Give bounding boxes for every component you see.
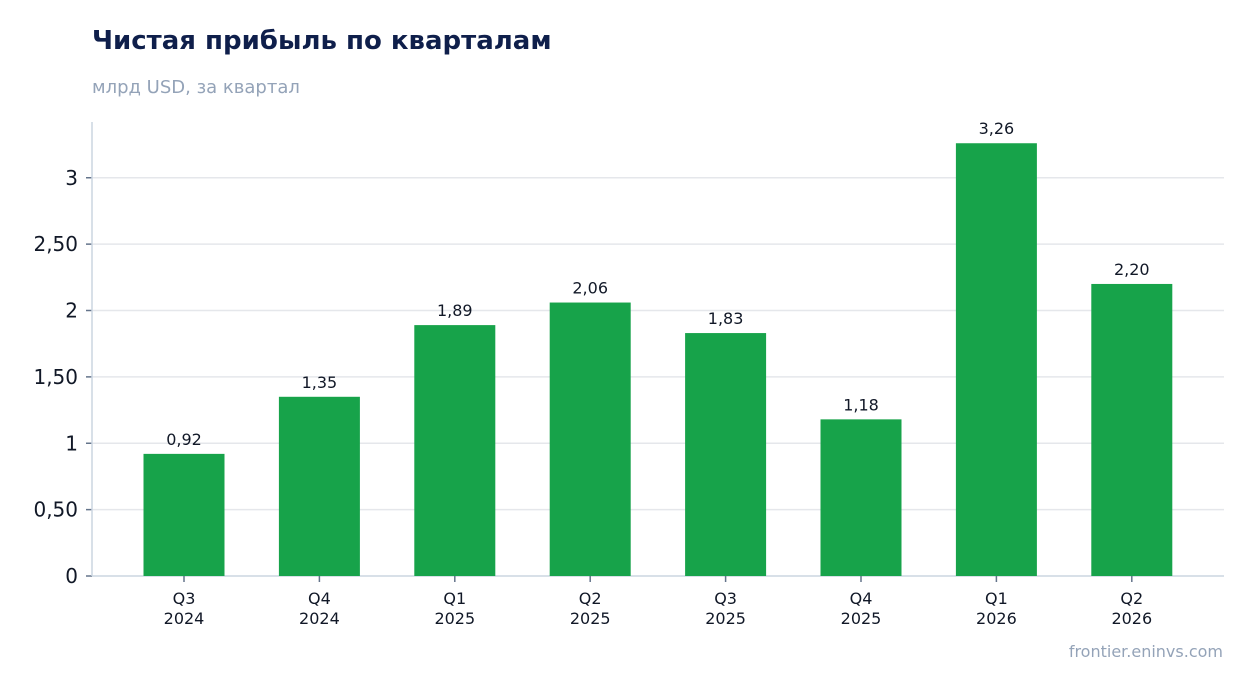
y-tick-label: 0 <box>65 564 78 588</box>
bar <box>549 302 631 576</box>
y-tick-label: 2,50 <box>33 232 78 256</box>
x-tick-label: Q4 2024 <box>299 589 340 628</box>
y-tick-label: 3 <box>65 166 78 190</box>
y-tick-label: 1 <box>65 431 78 455</box>
y-tick-label: 0,50 <box>33 498 78 522</box>
x-tick-label: Q3 2024 <box>164 589 205 628</box>
tick-labels: 0 0,50 1 1,50 2 2,50 3 Q3 2024 Q4 2024 Q1 2025 Q2 2025… <box>33 166 1152 628</box>
bar <box>143 453 225 576</box>
axes <box>86 122 1224 582</box>
bars <box>143 143 1173 577</box>
chart-title: Чистая прибыль по кварталам <box>92 26 552 56</box>
y-tick-label: 2 <box>65 299 78 323</box>
value-labels: 0,92 1,35 1,89 2,06 1,83 1,18 3,26 2,20 <box>166 119 1149 449</box>
x-tick-label: Q2 2026 <box>1111 589 1152 628</box>
bar-value-label: 1,35 <box>302 373 338 392</box>
x-tick-label: Q3 2025 <box>705 589 746 628</box>
bar-value-label: 0,92 <box>166 430 202 449</box>
bar <box>820 419 902 576</box>
source-credit: frontier.eninvs.com <box>1068 642 1223 661</box>
bar <box>685 333 767 576</box>
bar-value-label: 2,06 <box>572 279 608 298</box>
bar <box>1091 283 1173 576</box>
bar-value-label: 1,89 <box>437 301 473 320</box>
bar-value-label: 2,20 <box>1114 260 1150 279</box>
chart-subtitle: млрд USD, за квартал <box>92 77 300 98</box>
bar <box>414 325 496 576</box>
bar <box>278 396 360 576</box>
bar-value-label: 1,18 <box>843 395 879 414</box>
x-tick-label: Q1 2025 <box>434 589 475 628</box>
bar-value-label: 1,83 <box>708 309 744 328</box>
gridlines <box>92 177 1224 511</box>
x-tick-label: Q1 2026 <box>976 589 1017 628</box>
y-tick-label: 1,50 <box>33 365 78 389</box>
bar <box>955 143 1037 577</box>
x-tick-label: Q2 2025 <box>570 589 611 628</box>
bar-value-label: 3,26 <box>979 119 1015 138</box>
x-tick-label: Q4 2025 <box>841 589 882 628</box>
